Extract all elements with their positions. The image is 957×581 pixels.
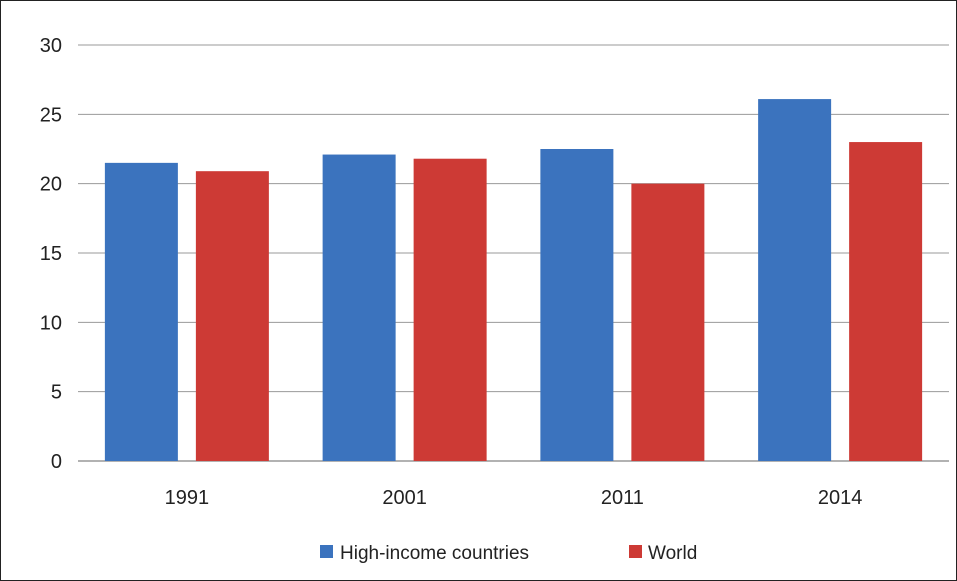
y-tick-label-0: 0 [51,451,62,473]
x-tick-label-2001: 2001 [382,487,427,509]
legend-label-high-income-countries: High-income countries [340,543,529,564]
bar-high-income-countries-2014 [758,99,832,461]
bar-world-1991 [195,171,269,462]
x-tick-label-1991: 1991 [165,487,210,509]
y-tick-label-25: 25 [40,104,62,126]
y-tick-label-5: 5 [51,382,62,404]
bar-high-income-countries-1991 [104,162,178,461]
legend-swatch-high-income-countries [320,545,333,558]
y-tick-label-20: 20 [40,174,62,196]
bar-high-income-countries-2011 [540,149,614,461]
bar-world-2001 [413,158,487,461]
y-axis-ticks: 0 5 10 15 20 25 30 [40,35,62,473]
legend-label-world: World [648,543,697,564]
bar-world-2014 [849,142,923,462]
y-tick-label-10: 10 [40,312,62,334]
legend: High-income countries World [320,543,697,564]
bar-high-income-countries-2001 [322,154,396,461]
bars [104,99,923,462]
y-tick-label-15: 15 [40,243,62,265]
x-tick-label-2011: 2011 [601,487,644,509]
legend-swatch-world [629,545,642,558]
bar-world-2011 [631,183,705,461]
y-tick-label-30: 30 [40,35,62,57]
x-tick-label-2014: 2014 [818,487,863,509]
x-axis-ticks: 1991 2001 2011 2014 [165,487,863,509]
